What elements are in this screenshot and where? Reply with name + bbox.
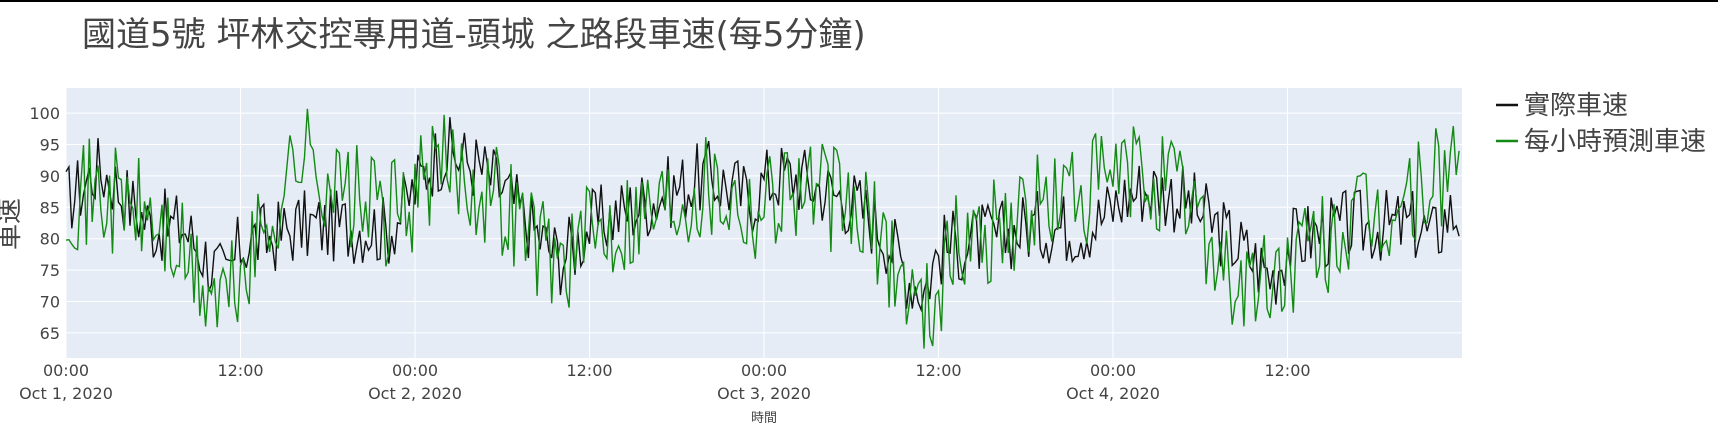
y-tick-label: 70 xyxy=(40,292,60,311)
x-tick-time: 12:00 xyxy=(566,361,612,380)
y-tick-label: 75 xyxy=(40,261,60,280)
y-tick-label: 90 xyxy=(40,167,60,186)
x-tick-date: Oct 1, 2020 xyxy=(19,384,113,403)
series-line-2 xyxy=(65,108,1460,349)
y-axis-title: 車速 xyxy=(0,198,25,250)
y-tick-label: 100 xyxy=(29,104,60,123)
legend-label: 每小時預測車速 xyxy=(1524,127,1706,157)
x-tick-time: 00:00 xyxy=(741,361,787,380)
x-axis-ticks: 00:00 Oct 1, 2020 12:00 00:00 Oct 2, 2020 12:… xyxy=(19,361,1310,403)
x-tick-date: Oct 2, 2020 xyxy=(368,384,462,403)
x-tick-time: 00:00 xyxy=(43,361,89,380)
x-axis-title: 時間 xyxy=(751,411,777,426)
series-layer xyxy=(65,108,1460,349)
y-tick-label: 65 xyxy=(40,324,60,343)
x-tick-time: 12:00 xyxy=(1264,361,1310,380)
x-tick-date: Oct 4, 2020 xyxy=(1066,384,1160,403)
y-tick-label: 80 xyxy=(40,230,60,249)
y-axis-ticks: 65 70 75 80 85 90 95 100 xyxy=(29,104,60,343)
legend-label: 實際車速 xyxy=(1524,91,1628,121)
x-tick-time: 00:00 xyxy=(1090,361,1136,380)
grid-lines xyxy=(65,88,1462,358)
y-tick-label: 85 xyxy=(40,198,60,217)
series-line-1 xyxy=(65,117,1460,313)
y-tick-label: 95 xyxy=(40,136,60,155)
x-tick-time: 00:00 xyxy=(392,361,438,380)
chart-title: 國道5號 坪林交控專用道-頭城 之路段車速(每5分鐘) xyxy=(82,15,866,55)
x-tick-time: 12:00 xyxy=(915,361,961,380)
x-tick-date: Oct 3, 2020 xyxy=(717,384,811,403)
x-tick-time: 12:00 xyxy=(217,361,263,380)
